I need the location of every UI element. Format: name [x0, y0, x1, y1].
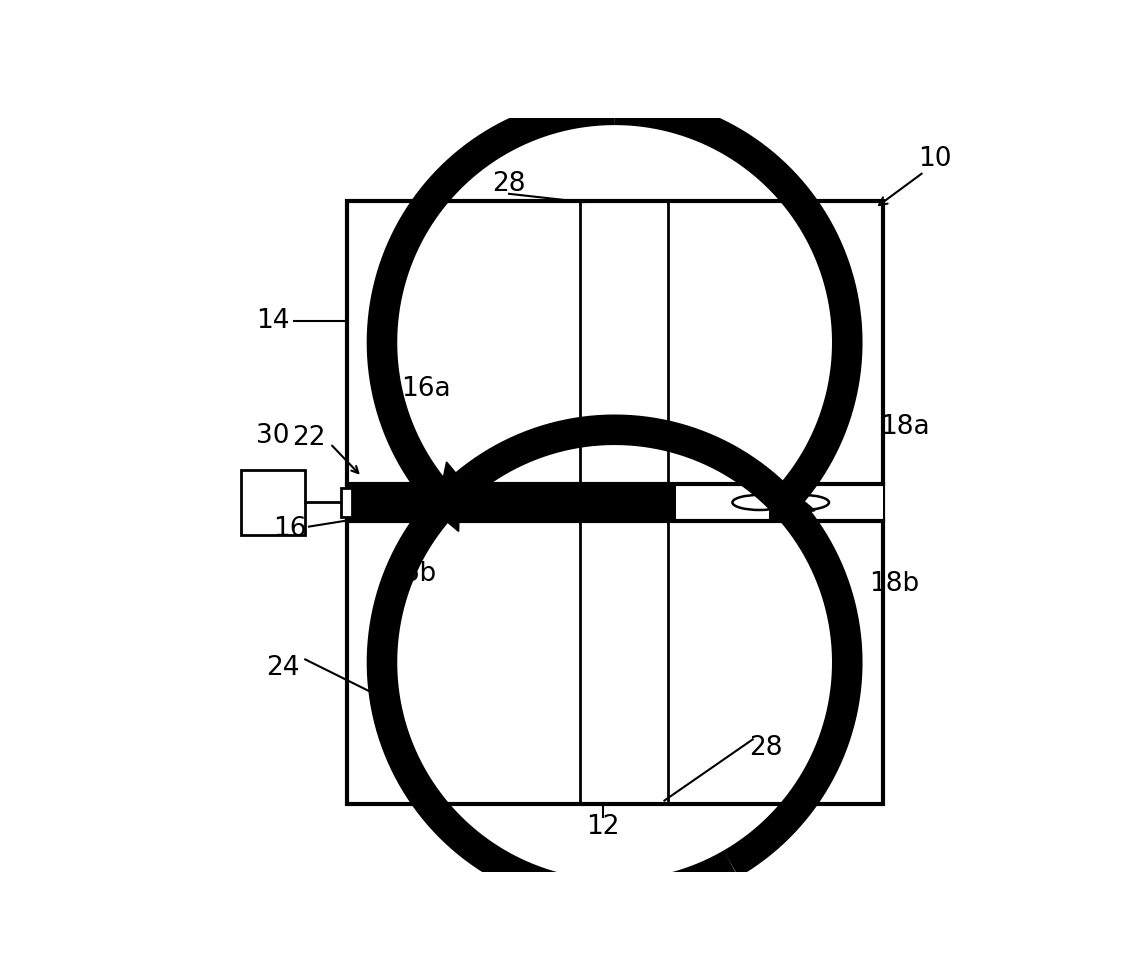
Polygon shape [769, 473, 815, 519]
Text: 16a: 16a [401, 376, 451, 402]
Text: 30: 30 [256, 423, 290, 450]
Text: 22: 22 [292, 425, 326, 452]
Text: 24: 24 [266, 656, 299, 681]
Bar [341, 488, 352, 517]
Text: 28: 28 [749, 735, 782, 760]
Text: 12: 12 [587, 814, 620, 840]
Polygon shape [415, 485, 460, 531]
Bar [241, 470, 305, 534]
Ellipse shape [732, 495, 786, 510]
Text: 16b: 16b [385, 562, 436, 587]
Text: 28: 28 [492, 171, 526, 197]
Text: 18b: 18b [869, 571, 919, 597]
Bar [347, 484, 676, 520]
Polygon shape [415, 473, 460, 519]
Bar [347, 201, 883, 805]
Bar [347, 484, 883, 520]
Circle shape [775, 497, 786, 509]
Text: 14: 14 [256, 309, 290, 334]
Text: 18a: 18a [880, 414, 930, 440]
Polygon shape [437, 462, 484, 508]
Text: 16: 16 [273, 515, 307, 542]
Ellipse shape [775, 495, 829, 510]
Text: 10: 10 [919, 146, 952, 172]
